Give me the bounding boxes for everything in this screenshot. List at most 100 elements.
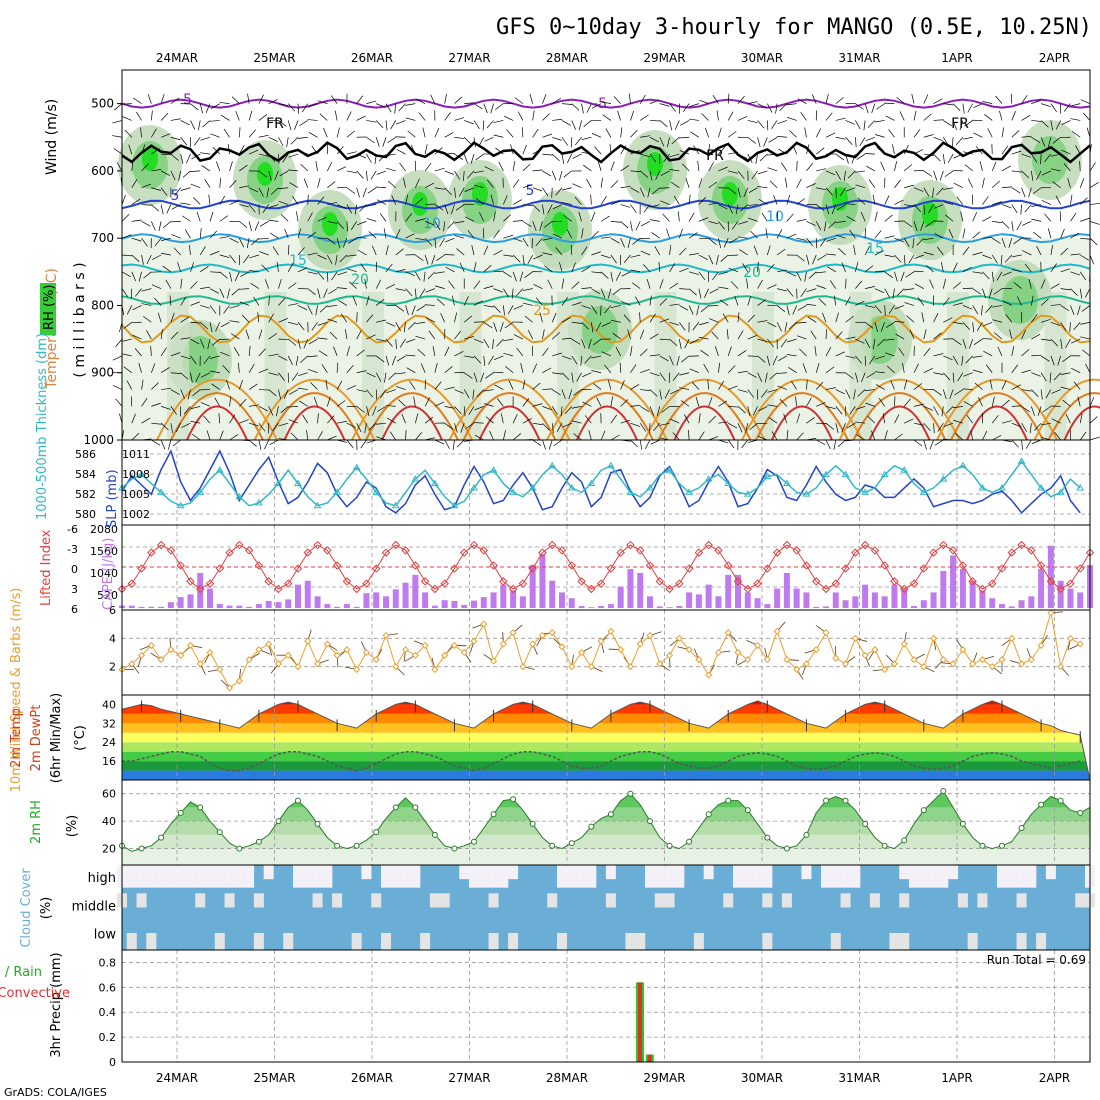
cape-bar — [422, 592, 429, 608]
wind-barb — [1021, 95, 1028, 104]
wind-barb — [704, 288, 709, 298]
wind-barb — [621, 301, 631, 306]
wind-barb — [269, 439, 279, 446]
wind-barb — [288, 169, 299, 172]
wind-barb — [737, 312, 740, 323]
wind-barb — [268, 406, 274, 416]
wind-barb — [532, 363, 538, 373]
wind-barb — [542, 187, 549, 197]
cape-bar — [373, 592, 380, 608]
thickness-point — [665, 466, 674, 473]
wind-barb — [894, 271, 898, 282]
cape-bar — [255, 604, 262, 608]
wind-barb — [640, 153, 650, 158]
wind-barb — [982, 271, 990, 280]
wind-barb — [590, 194, 592, 205]
thickness-line — [121, 460, 1081, 507]
wind-barb — [321, 364, 328, 373]
wind-barb — [295, 355, 299, 366]
wind-barb — [258, 368, 269, 374]
cloud-high-gap — [801, 865, 812, 880]
wind-barb — [552, 389, 561, 396]
wind-barb — [239, 379, 243, 390]
wind10m-point — [1008, 634, 1016, 642]
wind-barb — [183, 406, 191, 415]
wind-barb — [786, 194, 790, 205]
wind-barb — [602, 114, 612, 121]
wind-barb — [701, 113, 709, 121]
wind-barb — [310, 382, 318, 390]
precip-tick: 0.6 — [99, 981, 117, 994]
wind-barb — [1011, 111, 1016, 121]
rh-point — [901, 837, 908, 844]
wind-barb — [718, 204, 728, 210]
precip-label: 3hr Precip (mm) — [49, 952, 64, 1057]
wind-barb — [1040, 372, 1047, 382]
cape-bar — [363, 593, 370, 608]
wind-barb — [1073, 322, 1081, 331]
wind-barb — [600, 215, 610, 222]
wind-barb — [784, 177, 788, 188]
rh-band — [122, 821, 1090, 835]
wind-barb — [299, 400, 308, 407]
wind-barb — [649, 170, 653, 181]
wind-barb — [1002, 271, 1012, 277]
wind-barb — [403, 322, 406, 333]
wind-barb — [190, 120, 196, 130]
upper-ytick-label: 600 — [91, 164, 114, 178]
wind-barb — [988, 288, 993, 299]
wind-barb — [478, 137, 485, 147]
li-point — [763, 564, 772, 573]
wind-barb — [786, 288, 794, 297]
wind-barb — [493, 371, 504, 374]
upper-ytick-label: 1000 — [83, 433, 114, 447]
wind-barb — [436, 254, 445, 261]
wind-barb — [845, 336, 856, 340]
wind-barb — [239, 288, 250, 290]
wind-barb — [346, 151, 357, 155]
warm-loop — [838, 378, 961, 441]
li-point — [958, 561, 968, 570]
wind-barb — [779, 103, 788, 111]
wind-barb — [270, 187, 279, 195]
thickness-point — [352, 463, 361, 471]
wind-barb — [269, 232, 279, 239]
wind-barb — [288, 303, 299, 306]
wind-barb — [346, 130, 355, 138]
wind-barb — [464, 336, 474, 340]
warm-loop — [673, 405, 736, 441]
wind-barb — [747, 295, 752, 306]
wind-barb — [613, 96, 621, 104]
wind-barb — [223, 128, 230, 138]
wind-barb — [757, 435, 768, 441]
cape-bar — [735, 574, 741, 608]
wind-barb — [987, 128, 993, 138]
wind-barb — [123, 366, 132, 374]
wind-barb — [374, 154, 377, 165]
wind-barb — [121, 271, 131, 278]
wind-barb — [208, 194, 211, 205]
wind-barb — [835, 117, 846, 121]
wind-barb — [151, 128, 157, 138]
wind-barb — [1062, 355, 1071, 363]
wind-barb — [334, 110, 338, 121]
cloud-high-gap — [928, 865, 939, 888]
wind-barb — [529, 93, 534, 104]
wind-barb — [761, 389, 768, 398]
wind-barb — [698, 431, 705, 441]
wind10m-point — [186, 641, 194, 649]
wind-barb — [1011, 269, 1022, 273]
wind-barb — [1021, 115, 1031, 121]
wind-barb — [991, 415, 999, 424]
cloud-mid-gap — [136, 893, 147, 908]
wind-barb — [1080, 254, 1089, 261]
wind-barb — [503, 234, 513, 239]
wind-barb — [854, 137, 857, 148]
wind-barb — [268, 389, 277, 397]
wind-barb — [542, 252, 553, 256]
wind-barb — [953, 182, 964, 189]
wind-barb — [503, 195, 508, 205]
wind-barb — [503, 271, 512, 278]
wind-barb — [366, 218, 377, 222]
wind-barb — [982, 338, 993, 340]
